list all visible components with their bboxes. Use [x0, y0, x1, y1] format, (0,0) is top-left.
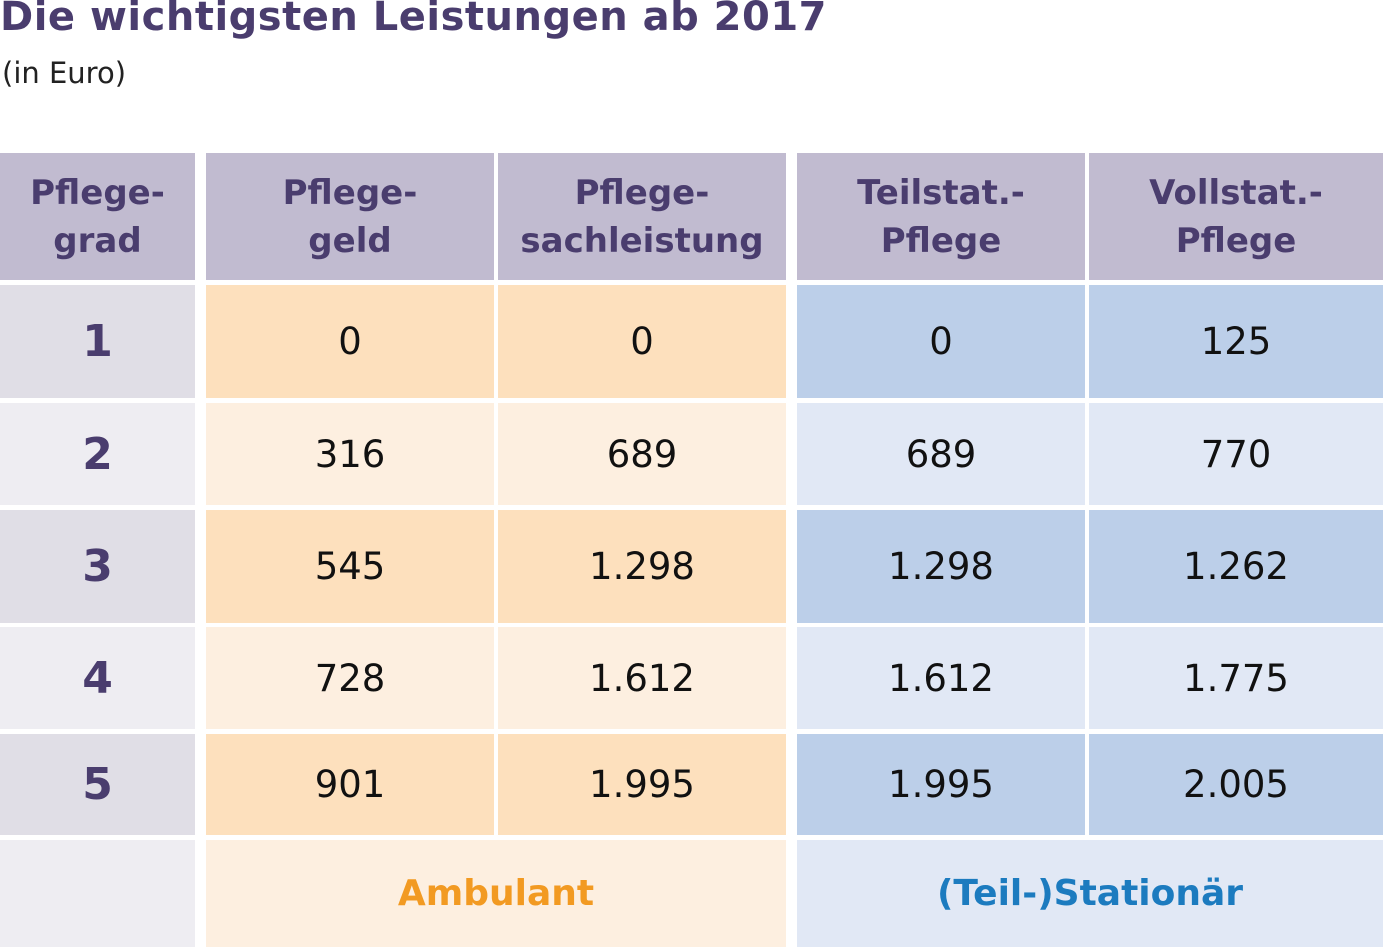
header-sachleistung: Pflege- sachleistung: [498, 153, 786, 280]
header-sachleistung-line2: sachleistung: [520, 220, 764, 261]
row-2-grad: 2: [0, 403, 195, 505]
row-1-grad: 1: [0, 285, 195, 398]
row-5-grad: 5: [0, 734, 195, 835]
header-pflegegrad-line2: grad: [53, 220, 142, 261]
row-3-pflegegeld: 545: [206, 510, 494, 623]
row-2-teilstat: 689: [797, 403, 1085, 505]
header-teilstat: Teilstat.- Pflege: [797, 153, 1085, 280]
row-5-teilstat: 1.995: [797, 734, 1085, 835]
row-3-vollstat: 1.262: [1089, 510, 1383, 623]
header-teilstat-line1: Teilstat.-: [857, 172, 1025, 213]
row-1-pflegegeld: 0: [206, 285, 494, 398]
row-2-sachleistung: 689: [498, 403, 786, 505]
header-pflegegrad-line1: Pflege-: [30, 172, 165, 213]
row-4-sachleistung: 1.612: [498, 627, 786, 729]
header-pflegegrad: Pflege- grad: [0, 153, 195, 280]
row-1-teilstat: 0: [797, 285, 1085, 398]
footer-stationaer-label: (Teil-)Stationär: [797, 840, 1383, 947]
page-title: Die wichtigsten Leistungen ab 2017: [0, 0, 827, 40]
header-pflegegeld: Pflege- geld: [206, 153, 494, 280]
row-2-vollstat: 770: [1089, 403, 1383, 505]
row-4-teilstat: 1.612: [797, 627, 1085, 729]
header-vollstat-line1: Vollstat.-: [1149, 172, 1323, 213]
row-1-sachleistung: 0: [498, 285, 786, 398]
header-vollstat-line2: Pflege: [1175, 220, 1297, 261]
header-pflegegeld-line2: geld: [308, 220, 392, 261]
row-4-grad: 4: [0, 627, 195, 729]
row-4-pflegegeld: 728: [206, 627, 494, 729]
row-2-pflegegeld: 316: [206, 403, 494, 505]
footer-ambulant-label: Ambulant: [206, 840, 786, 947]
header-pflegegeld-line1: Pflege-: [282, 172, 418, 213]
header-vollstat: Vollstat.- Pflege: [1089, 153, 1383, 280]
row-3-teilstat: 1.298: [797, 510, 1085, 623]
row-5-sachleistung: 1.995: [498, 734, 786, 835]
row-5-pflegegeld: 901: [206, 734, 494, 835]
header-sachleistung-line1: Pflege-: [574, 172, 710, 213]
row-3-sachleistung: 1.298: [498, 510, 786, 623]
row-3-grad: 3: [0, 510, 195, 623]
header-teilstat-line2: Pflege: [880, 220, 1002, 261]
footer-empty-cell: [0, 840, 195, 947]
row-4-vollstat: 1.775: [1089, 627, 1383, 729]
page-subtitle: (in Euro): [2, 56, 127, 90]
row-1-vollstat: 125: [1089, 285, 1383, 398]
row-5-vollstat: 2.005: [1089, 734, 1383, 835]
